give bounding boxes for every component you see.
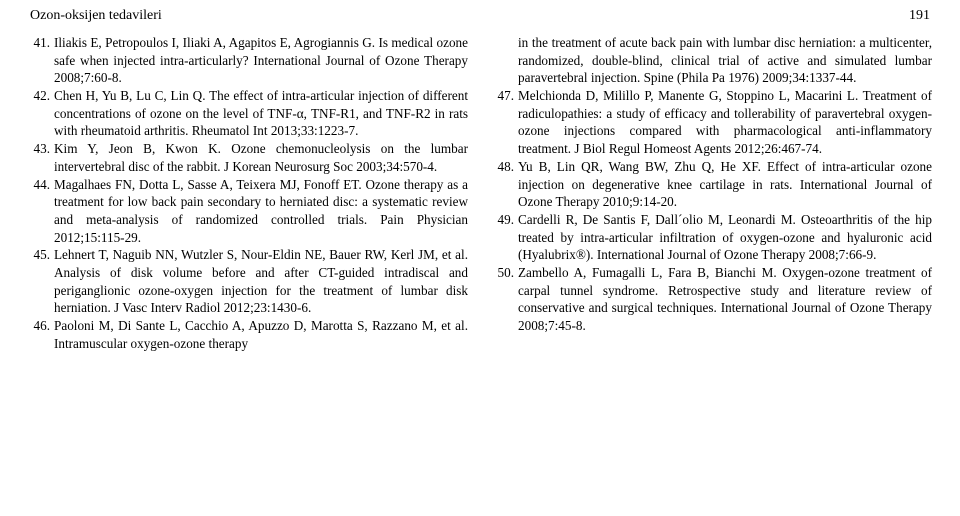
reference-text: Magalhaes FN, Dotta L, Sasse A, Teixera … [54, 176, 468, 247]
reference-text: Chen H, Yu B, Lu C, Lin Q. The effect of… [54, 87, 468, 140]
reference-item: 44.Magalhaes FN, Dotta L, Sasse A, Teixe… [28, 176, 468, 247]
left-column: 41.Iliakis E, Petropoulos I, Iliaki A, A… [28, 34, 468, 504]
reference-number: 47. [492, 87, 518, 158]
reference-item: 43.Kim Y, Jeon B, Kwon K. Ozone chemonuc… [28, 140, 468, 175]
reference-item: 42.Chen H, Yu B, Lu C, Lin Q. The effect… [28, 87, 468, 140]
reference-text: Kim Y, Jeon B, Kwon K. Ozone chemonucleo… [54, 140, 468, 175]
reference-number: 48. [492, 158, 518, 211]
reference-item: 45.Lehnert T, Naguib NN, Wutzler S, Nour… [28, 246, 468, 317]
reference-number: 41. [28, 34, 54, 87]
reference-number: 46. [28, 317, 54, 352]
reference-text: Cardelli R, De Santis F, Dall´olio M, Le… [518, 211, 932, 264]
reference-columns: 41.Iliakis E, Petropoulos I, Iliaki A, A… [28, 34, 932, 504]
reference-text: Melchionda D, Milillo P, Manente G, Stop… [518, 87, 932, 158]
reference-text: Paoloni M, Di Sante L, Cacchio A, Apuzzo… [54, 317, 468, 352]
page-number: 191 [909, 8, 930, 24]
reference-text: Zambello A, Fumagalli L, Fara B, Bianchi… [518, 264, 932, 335]
reference-text: Lehnert T, Naguib NN, Wutzler S, Nour-El… [54, 246, 468, 317]
reference-text: in the treatment of acute back pain with… [518, 34, 932, 87]
reference-number: 49. [492, 211, 518, 264]
reference-number: 43. [28, 140, 54, 175]
reference-item: 41.Iliakis E, Petropoulos I, Iliaki A, A… [28, 34, 468, 87]
reference-number [492, 34, 518, 87]
running-title: Ozon-oksijen tedavileri [30, 8, 162, 24]
reference-text: Iliakis E, Petropoulos I, Iliaki A, Agap… [54, 34, 468, 87]
reference-item: 48.Yu B, Lin QR, Wang BW, Zhu Q, He XF. … [492, 158, 932, 211]
reference-item: 50.Zambello A, Fumagalli L, Fara B, Bian… [492, 264, 932, 335]
reference-item: 47.Melchionda D, Milillo P, Manente G, S… [492, 87, 932, 158]
reference-number: 50. [492, 264, 518, 335]
reference-text: Yu B, Lin QR, Wang BW, Zhu Q, He XF. Eff… [518, 158, 932, 211]
reference-item: in the treatment of acute back pain with… [492, 34, 932, 87]
reference-number: 42. [28, 87, 54, 140]
reference-item: 46.Paoloni M, Di Sante L, Cacchio A, Apu… [28, 317, 468, 352]
page-header: Ozon-oksijen tedavileri 191 [28, 8, 932, 24]
page-container: Ozon-oksijen tedavileri 191 41.Iliakis E… [0, 0, 960, 516]
right-column: in the treatment of acute back pain with… [492, 34, 932, 504]
reference-item: 49.Cardelli R, De Santis F, Dall´olio M,… [492, 211, 932, 264]
reference-number: 44. [28, 176, 54, 247]
reference-number: 45. [28, 246, 54, 317]
